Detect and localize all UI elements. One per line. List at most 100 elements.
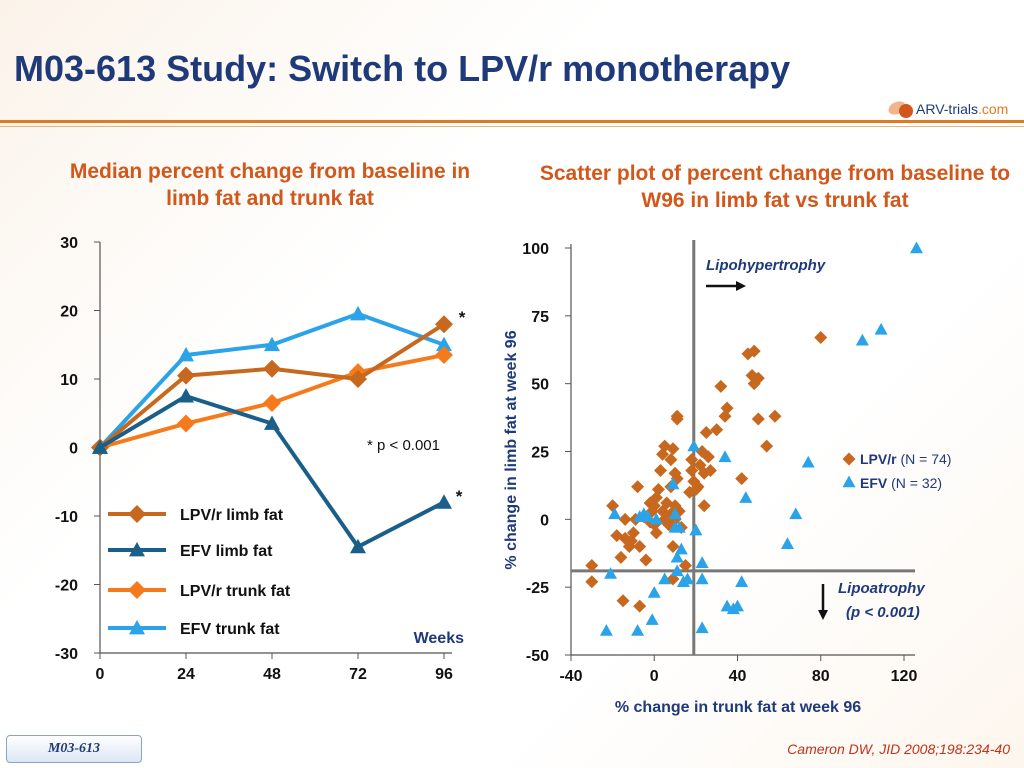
- legend-marker: [842, 475, 856, 488]
- efv-data-point: [672, 520, 686, 533]
- efv-data-point: [599, 624, 613, 636]
- lpv-data-point: [651, 482, 665, 496]
- p-value-note: * p < 0.001: [367, 437, 440, 454]
- y-tick-label: -30: [55, 646, 78, 663]
- y-tick-label: 100: [522, 241, 549, 258]
- lpv-data-point: [670, 409, 684, 423]
- lpv-data-point: [720, 401, 734, 415]
- efv-data-point: [681, 572, 695, 585]
- y-axis-label: % change in limb fat at week 96: [503, 330, 520, 569]
- efv-data-point: [668, 507, 682, 520]
- lpv-data-point: [633, 539, 647, 553]
- lpv-data-point: [626, 526, 640, 540]
- lpv-data-point: [614, 550, 628, 564]
- x-tick-label: 120: [891, 668, 918, 685]
- lpv-data-point: [699, 426, 713, 440]
- lpv-data-point: [685, 463, 699, 477]
- efv-data-point: [718, 450, 732, 463]
- x-tick-label: 0: [650, 668, 659, 685]
- lpv-data-point: [585, 558, 599, 572]
- data-point: [350, 305, 366, 321]
- y-tick-label: 75: [531, 309, 549, 326]
- study-label-button[interactable]: M03-613: [6, 735, 142, 763]
- lpv-data-point: [751, 412, 765, 426]
- significance-star: *: [456, 487, 463, 506]
- efv-data-point: [909, 241, 923, 254]
- efv-data-point: [689, 523, 703, 536]
- x-axis-label: % change in trunk fat at week 96: [615, 699, 861, 716]
- y-tick-label: 50: [531, 377, 549, 394]
- page-title: M03-613 Study: Switch to LPV/r monothera…: [14, 48, 791, 89]
- data-point: [264, 336, 280, 352]
- data-point: [263, 359, 281, 378]
- efv-data-point: [647, 586, 661, 598]
- efv-data-point: [641, 510, 655, 522]
- x-tick-label: 0: [96, 666, 105, 683]
- lpv-data-point: [747, 344, 761, 358]
- y-tick-label: -50: [526, 648, 549, 665]
- lpv-data-point: [710, 423, 724, 437]
- y-tick-label: 0: [540, 512, 549, 529]
- efv-data-point: [674, 542, 688, 555]
- line-chart: 30 20 10 0 -10 -20 -30 0 24 48 72 96 Weeks * * * p < 0.…: [55, 235, 466, 683]
- efv-data-point: [670, 564, 684, 577]
- data-point: [263, 393, 281, 412]
- efv-data-point: [855, 333, 869, 346]
- lpv-data-point: [703, 463, 717, 477]
- efv-data-point: [670, 550, 684, 563]
- lpv-data-point: [649, 526, 663, 540]
- efv-data-point: [874, 322, 888, 335]
- y-tick-label: 25: [531, 445, 549, 462]
- capsule-icon: [888, 101, 913, 118]
- arrow-right-icon: [736, 281, 746, 291]
- header-divider: [0, 120, 1024, 123]
- lpv-data-point: [735, 472, 749, 486]
- efv-data-point: [801, 455, 815, 468]
- efv-data-point: [666, 477, 680, 490]
- legend-marker: [129, 620, 145, 635]
- lpv-data-point: [585, 575, 599, 589]
- legend-label: EFV trunk fat: [180, 621, 280, 638]
- header-divider-thin: [0, 126, 1024, 127]
- efv-data-point: [735, 575, 749, 587]
- efv-data-point: [649, 512, 663, 525]
- lpv-data-point: [760, 439, 774, 453]
- y-tick-label: 30: [60, 235, 78, 252]
- x-tick-label: 80: [812, 668, 830, 685]
- lipoatrophy-label: Lipoatrophy: [838, 580, 925, 597]
- lpv-data-point: [639, 553, 653, 567]
- lpv-data-point: [768, 409, 782, 423]
- data-point: [92, 439, 108, 454]
- arrow-down-icon: [818, 610, 828, 620]
- lpv-data-point: [701, 450, 715, 464]
- legend-label-lpv: LPV/r (N = 74): [860, 451, 951, 467]
- y-tick-label: 0: [69, 441, 78, 458]
- legend-marker: [128, 505, 146, 523]
- efv-data-point: [789, 507, 803, 520]
- data-point: [435, 315, 453, 334]
- lpv-data-point: [606, 499, 620, 513]
- legend-label: EFV limb fat: [180, 543, 273, 560]
- lipoatrophy-pvalue: (p < 0.001): [846, 604, 920, 621]
- efv-data-point: [687, 439, 701, 452]
- efv-data-point: [645, 613, 659, 625]
- lpv-data-point: [751, 371, 765, 385]
- logo-domain: .com: [977, 101, 1009, 117]
- legend-label: LPV/r limb fat: [180, 507, 284, 524]
- legend-label-efv: EFV (N = 32): [860, 475, 942, 491]
- data-point: [177, 414, 195, 433]
- right-chart-title: Scatter plot of percent change from base…: [539, 162, 1011, 212]
- data-point: [178, 347, 194, 362]
- y-tick-label: 20: [60, 304, 78, 321]
- lpv-data-point: [666, 442, 680, 456]
- lpv-data-point: [618, 512, 632, 526]
- efv-data-point: [604, 567, 618, 579]
- lipohypertrophy-label: Lipohypertrophy: [706, 257, 826, 274]
- efv-data-point: [731, 599, 744, 612]
- logo-text: ARV-trials: [916, 101, 978, 117]
- lpv-data-point: [666, 539, 680, 553]
- lpv-data-point: [672, 504, 686, 518]
- x-tick-label: 72: [349, 666, 367, 683]
- lpv-data-point: [631, 480, 645, 494]
